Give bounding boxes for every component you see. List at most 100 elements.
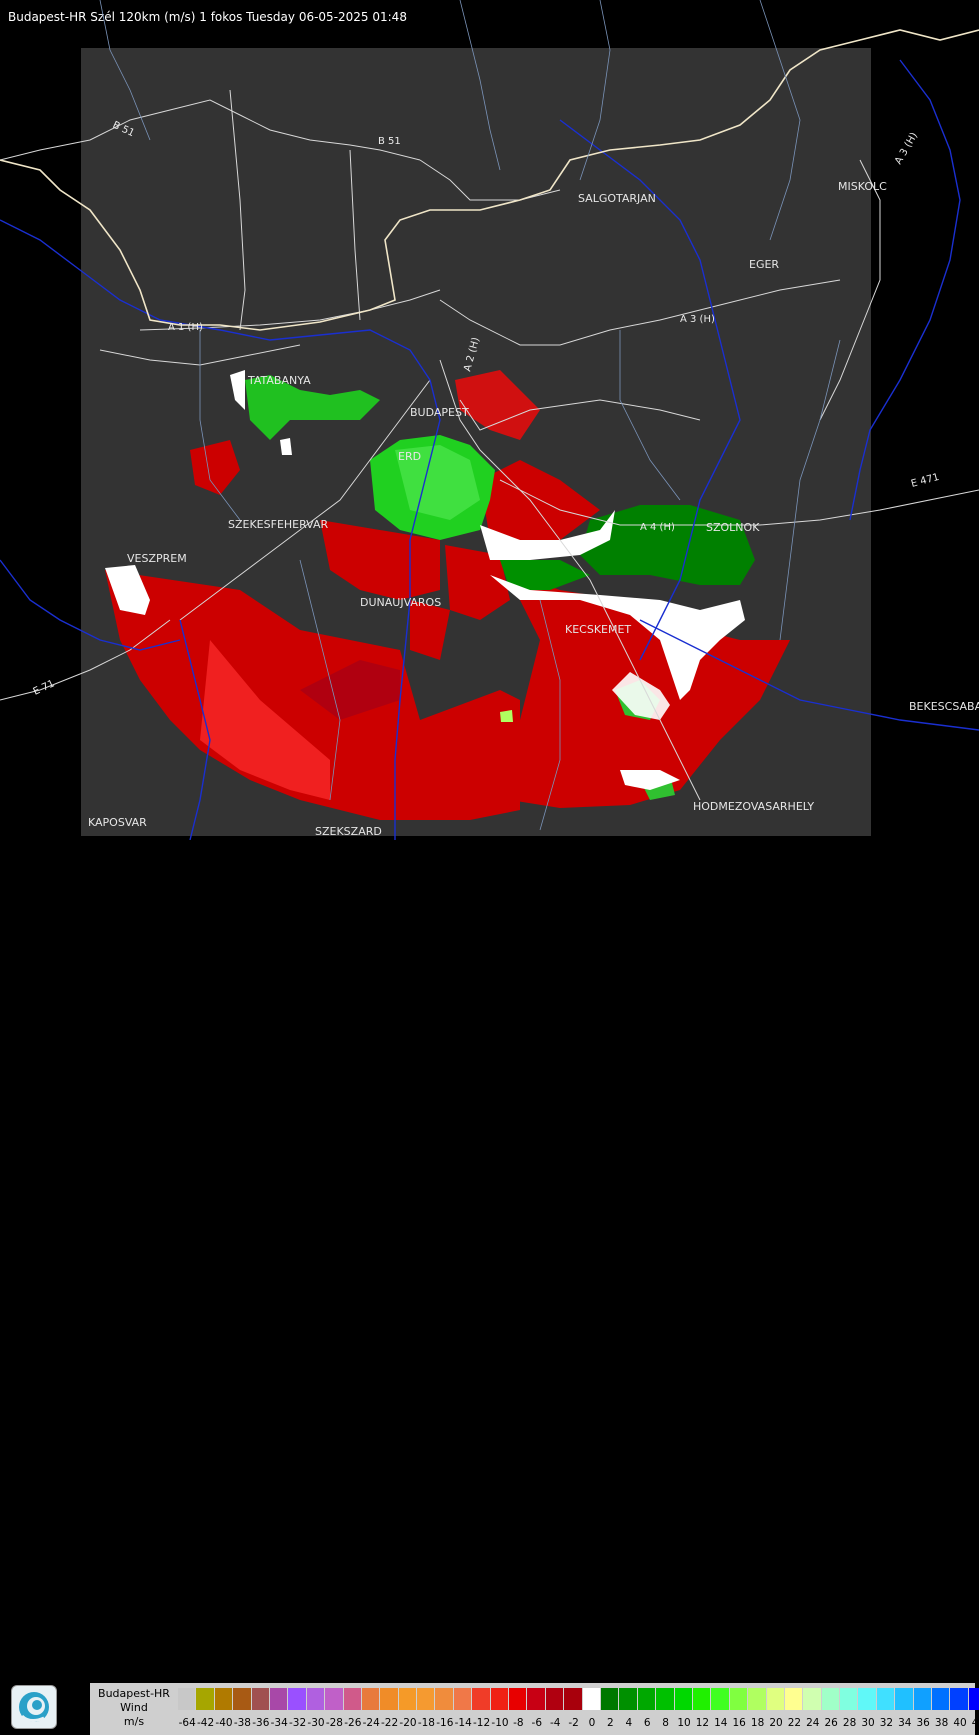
legend-swatch [748,1688,767,1710]
city-label-dunaujvaros: DUNAUJVAROS [360,596,441,609]
legend-swatch [729,1688,749,1710]
city-label-kaposvar: KAPOSVAR [88,816,147,829]
city-label-szolnok: SZOLNOK [706,521,760,534]
legend-swatch [950,1688,969,1710]
legend-tick-label: -28 [325,1717,343,1729]
legend-swatch [361,1688,381,1710]
city-label-szekszard: SZEKSZARD [315,825,382,838]
legend-swatch [490,1688,510,1710]
legend-tick-label: -38 [233,1717,251,1729]
legend-swatch [325,1688,344,1710]
legend-swatch [453,1688,473,1710]
legend-swatch [288,1688,307,1710]
legend-swatch [619,1688,638,1710]
legend-tick-label: 36 [916,1717,930,1729]
legend-swatch [269,1688,289,1710]
legend-tick-label: 26 [824,1717,838,1729]
road-label-b51-east: B 51 [378,136,401,147]
legend-tick-label: -42 [197,1717,215,1729]
legend-tick-label: 40 [953,1717,967,1729]
legend-swatch [803,1688,822,1710]
map-title: Budapest-HR Szél 120km (m/s) 1 fokos Tue… [8,10,407,24]
legend-tick-label: 10 [677,1717,691,1729]
legend-tick-label: -6 [531,1717,543,1729]
admin-boundaries [99,0,841,831]
legend-tick-label: 20 [769,1717,783,1729]
legend-swatches [178,1688,979,1710]
legend-swatch [637,1688,657,1710]
legend-swatch [913,1688,933,1710]
legend-swatch [656,1688,675,1710]
legend-swatch [472,1688,491,1710]
legend-swatch [196,1688,215,1710]
city-label-veszprem: VESZPREM [127,552,187,565]
road-label-a4: A 4 (H) [640,522,675,533]
legend-tick-label: 0 [588,1717,596,1729]
legend-tick-label: 16 [732,1717,746,1729]
legend-tick-label: -12 [473,1717,491,1729]
legend-swatch [821,1688,841,1710]
legend-tick-label: 24 [806,1717,820,1729]
legend-label-station: Budapest-HR [98,1687,170,1700]
road-label-a3: A 3 (H) [680,314,715,325]
legend-tick-label: 14 [714,1717,728,1729]
legend-swatch [674,1688,693,1710]
river-network [0,59,979,840]
legend-tick-label: -14 [454,1717,472,1729]
legend-tick-label: 22 [787,1717,802,1729]
legend-tick-label: 32 [879,1717,894,1729]
legend-swatch [968,1688,979,1710]
legend-label-unit: m/s [123,1715,145,1728]
legend-tick-label: -40 [215,1717,233,1729]
legend-tick-label: 42 [971,1717,979,1729]
city-label-miskolc: MISKOLC [838,180,887,193]
legend-tick-label: -36 [252,1717,270,1729]
legend-swatch [527,1688,546,1710]
legend-tick-label: -20 [399,1717,417,1729]
legend-swatch [306,1688,326,1710]
radar-echo-white [105,370,745,790]
road-label-e71: E 71 [32,678,57,697]
legend-swatch [711,1688,730,1710]
legend-swatch [766,1688,785,1710]
city-label-salgotarjan: SALGOTARJAN [578,192,656,205]
legend-tick-label: 12 [695,1717,710,1729]
legend-tick-label: 28 [842,1717,857,1729]
legend-swatch [509,1688,528,1710]
road-label-e471: E 471 [910,472,940,490]
legend-tick-label: 30 [861,1717,875,1729]
legend-swatch [343,1688,362,1710]
legend-swatch [435,1688,454,1710]
legend-ticks: -64 -42 -40 -38 -36 -34 -32 -30 -28 -26 -24 -22 -20-… [178,1717,979,1731]
legend-swatch [876,1688,896,1710]
met-service-logo [11,1685,57,1729]
legend-swatch [398,1688,418,1710]
legend-tick-label: -32 [289,1717,307,1729]
city-label-tatabanya: TATABANYA [247,374,311,387]
legend-tick-label: -30 [307,1717,325,1729]
color-legend: Budapest-HR Wind m/s -64 -42 -40 -38 -36 -34-… [90,1683,979,1735]
legend-tick-label: 38 [934,1717,949,1729]
legend-tick-label: 2 [607,1717,614,1729]
city-label-bekescsaba: BEKESCSABA [909,700,979,713]
legend-swatch [895,1688,914,1710]
legend-swatch [564,1688,583,1710]
legend-swatch [858,1688,877,1710]
legend-tick-label: -22 [381,1717,399,1729]
legend-tick-label: -26 [344,1717,362,1729]
legend-tick-label: 4 [625,1717,633,1729]
legend-swatch [251,1688,270,1710]
legend-tick-label: -8 [513,1717,524,1729]
legend-tick-label: 18 [750,1717,765,1729]
radar-map[interactable]: SALGOTARJAN MISKOLC EGER TATABANYA BUDAP… [0,0,979,840]
legend-tick-label: 6 [643,1717,651,1729]
legend-swatch [233,1688,252,1710]
legend-swatch [932,1688,951,1710]
legend-swatch [784,1688,804,1710]
legend-tick-label: -2 [568,1717,579,1729]
legend-label-quantity: Wind [120,1701,148,1714]
legend-tick-label: -4 [549,1717,561,1729]
legend-swatch [600,1688,620,1710]
legend-tick-label: -16 [436,1717,454,1729]
country-border [0,29,979,331]
